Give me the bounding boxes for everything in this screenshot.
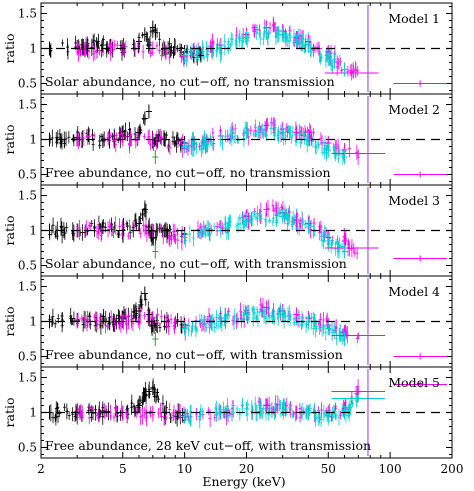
y-tick-label: 0.5 [18, 259, 37, 273]
x-axis-title: Energy (keV) [202, 474, 285, 489]
model-label: Model 4 [388, 284, 440, 299]
y-axis-title: ratio [2, 34, 17, 64]
model-label: Model 2 [388, 102, 440, 117]
y-tick-label: 0.5 [18, 441, 37, 455]
x-tick-labels: 2 5 10 20 50 100 200 [37, 462, 463, 476]
panel-caption: Free abundance, 28 keV cut−off, with tra… [45, 438, 371, 453]
y-axis-title: ratio [2, 398, 17, 428]
y-tick-label: 1 [29, 315, 37, 329]
x-tick-label: 200 [441, 462, 464, 476]
y-tick-label: 1.5 [18, 371, 37, 385]
y-tick-label: 1.5 [18, 189, 37, 203]
y-tick-label: 1 [29, 224, 37, 238]
y-axis-title: ratio [2, 125, 17, 155]
model-label: Model 5 [388, 375, 440, 390]
y-tick-label: 1 [29, 133, 37, 147]
panel-caption: Free abundance, no cut−off, no transmiss… [45, 165, 331, 180]
y-tick-label: 0.5 [18, 168, 37, 182]
x-tick-label: 20 [239, 462, 254, 476]
x-tick-label: 10 [177, 462, 192, 476]
y-tick-label: 0.5 [18, 350, 37, 364]
y-axis-title: ratio [2, 307, 17, 337]
y-tick-label: 1.5 [18, 7, 37, 21]
y-tick-label: 1.5 [18, 280, 37, 294]
y-tick-label: 1 [29, 42, 37, 56]
panel-caption: Solar abundance, no cut−off, no transmis… [45, 74, 335, 89]
y-tick-label: 1.5 [18, 98, 37, 112]
x-tick-label: 50 [321, 462, 336, 476]
panel-caption: Free abundance, no cut−off, with transmi… [45, 347, 343, 362]
y-tick-label: 0.5 [18, 77, 37, 91]
model-label: Model 3 [388, 193, 440, 208]
x-tick-label: 5 [119, 462, 127, 476]
panel-caption: Solar abundance, no cut−off, with transm… [45, 256, 347, 271]
model-label: Model 1 [388, 11, 440, 26]
y-tick-label: 1 [29, 406, 37, 420]
x-tick-label: 2 [37, 462, 45, 476]
x-tick-label: 100 [379, 462, 402, 476]
y-axis-title: ratio [2, 216, 17, 246]
